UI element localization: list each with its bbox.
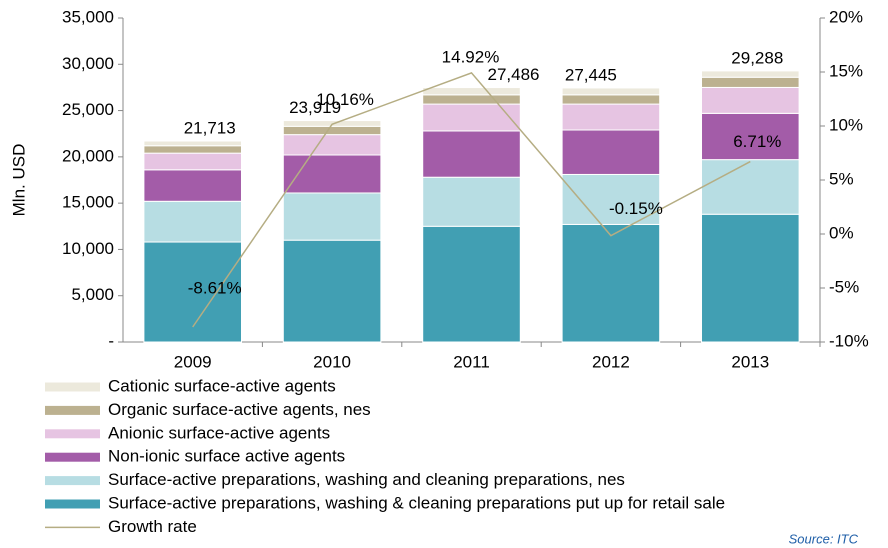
bar-segment bbox=[561, 103, 661, 131]
bar-segment bbox=[282, 192, 382, 241]
bar-segment bbox=[282, 154, 382, 194]
x-tick-label: 2012 bbox=[592, 352, 630, 371]
legend-swatch bbox=[45, 429, 100, 439]
legend-swatch bbox=[45, 476, 100, 486]
bar-segment bbox=[422, 130, 521, 178]
legend-swatch bbox=[45, 452, 100, 462]
legend-swatch bbox=[45, 499, 100, 509]
bar-segment bbox=[282, 134, 382, 156]
data-label: 6.71% bbox=[733, 132, 781, 151]
y-tick-label: 20,000 bbox=[62, 146, 114, 165]
bar-segment bbox=[561, 223, 661, 343]
data-label: 10.16% bbox=[316, 90, 374, 109]
total-label: 29,288 bbox=[731, 48, 783, 67]
data-label: -8.61% bbox=[188, 278, 242, 297]
bar-segment bbox=[143, 145, 242, 154]
bar-segment bbox=[561, 94, 661, 105]
y2-tick-label: 5% bbox=[829, 169, 854, 188]
source: Source: ITC bbox=[789, 531, 859, 546]
data-label: -0.15% bbox=[609, 199, 663, 218]
legend-swatch bbox=[45, 382, 100, 392]
legend-label: Surface-active preparations, washing and… bbox=[108, 470, 625, 489]
bar-segment bbox=[422, 103, 521, 132]
y2-tick-label: -10% bbox=[829, 331, 869, 350]
y2-tick-label: 15% bbox=[829, 61, 863, 80]
y-tick-label: 10,000 bbox=[62, 239, 114, 258]
y-tick-label: 5,000 bbox=[71, 285, 114, 304]
legend-label: Cationic surface-active agents bbox=[108, 376, 336, 395]
bar-segment bbox=[701, 112, 800, 161]
y-tick-label: 35,000 bbox=[62, 7, 114, 26]
bar-segment bbox=[422, 225, 521, 343]
y2-tick-label: 10% bbox=[829, 115, 863, 134]
bar-segment bbox=[143, 140, 242, 147]
data-label: 14.92% bbox=[442, 47, 500, 66]
legend-swatch bbox=[45, 405, 100, 415]
bar-segment bbox=[143, 152, 242, 171]
y-axis-label: Mln. USD bbox=[9, 144, 28, 217]
bar-segment bbox=[701, 159, 800, 215]
total-label: 27,486 bbox=[488, 65, 540, 84]
bar-segment bbox=[701, 86, 800, 114]
y-tick-label: 15,000 bbox=[62, 193, 114, 212]
legend-label: Surface-active preparations, washing & c… bbox=[108, 493, 725, 512]
bar-segment bbox=[282, 120, 382, 127]
y-tick-label: - bbox=[108, 331, 114, 350]
total-label: 21,713 bbox=[184, 118, 236, 137]
y2-tick-label: 20% bbox=[829, 7, 863, 26]
total-label: 27,445 bbox=[565, 65, 617, 84]
x-tick-label: 2011 bbox=[453, 352, 490, 371]
bar-segment bbox=[701, 76, 800, 88]
bar-segment bbox=[561, 87, 661, 96]
bar-segment bbox=[701, 213, 800, 343]
bar-segment bbox=[561, 129, 661, 175]
bar-segment bbox=[422, 94, 521, 105]
legend-label: Anionic surface-active agents bbox=[108, 423, 330, 442]
growth-line bbox=[192, 71, 751, 328]
y2-tick-label: 0% bbox=[829, 223, 854, 242]
legend-label: Growth rate bbox=[108, 517, 197, 536]
x-tick-label: 2010 bbox=[313, 352, 351, 371]
y-tick-label: 30,000 bbox=[62, 54, 114, 73]
total-label: 23,919 bbox=[289, 98, 341, 117]
bar-segment bbox=[282, 125, 382, 136]
bar-segment bbox=[422, 176, 521, 227]
bar-segment bbox=[143, 169, 242, 202]
y2-tick-label: -5% bbox=[829, 277, 859, 296]
x-tick-label: 2009 bbox=[174, 352, 212, 371]
x-tick-label: 2013 bbox=[731, 352, 769, 371]
legend-label: Organic surface-active agents, nes bbox=[108, 400, 371, 419]
legend-label: Non-ionic surface active agents bbox=[108, 447, 345, 466]
y-tick-label: 25,000 bbox=[62, 100, 114, 119]
bar-segment bbox=[282, 239, 382, 343]
bar-segment bbox=[143, 200, 242, 243]
bar-segment bbox=[701, 70, 800, 78]
bar-segment bbox=[422, 87, 521, 96]
